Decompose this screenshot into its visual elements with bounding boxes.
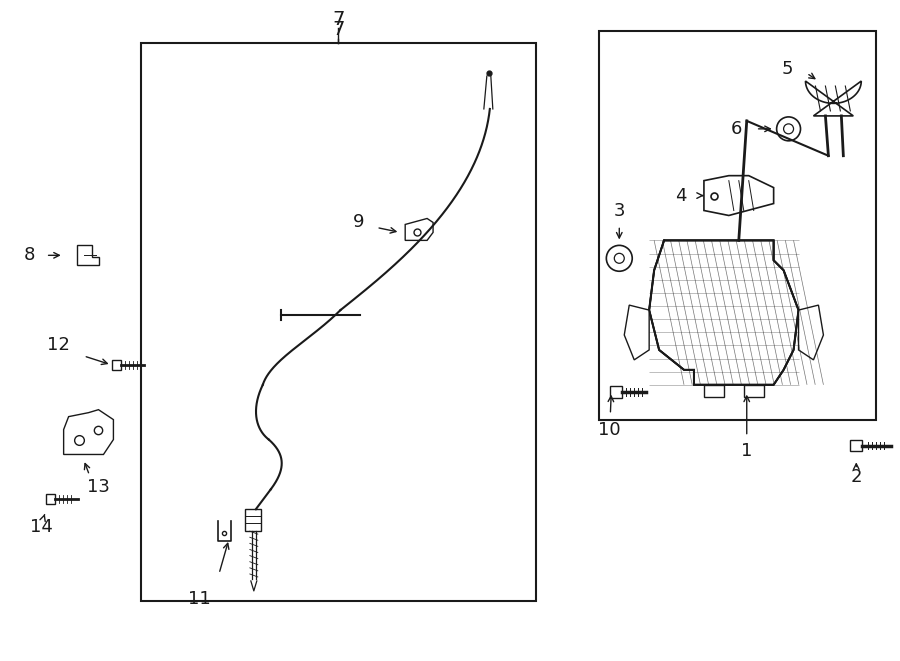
Text: 14: 14: [31, 518, 53, 536]
Text: 8: 8: [24, 247, 35, 264]
Bar: [743, 385, 764, 397]
Bar: [704, 385, 724, 397]
Bar: [141, 43, 536, 601]
Text: 4: 4: [676, 186, 687, 204]
Polygon shape: [405, 219, 433, 241]
Polygon shape: [625, 305, 649, 360]
Polygon shape: [798, 305, 824, 360]
Text: 10: 10: [598, 420, 621, 439]
Text: 2: 2: [850, 469, 862, 486]
Text: 5: 5: [782, 60, 794, 78]
Bar: [610, 386, 622, 398]
Text: 7: 7: [332, 20, 345, 39]
Text: 9: 9: [353, 214, 364, 231]
Polygon shape: [64, 410, 113, 455]
Text: 11: 11: [188, 590, 211, 608]
Text: 12: 12: [47, 336, 69, 354]
Text: 7: 7: [332, 10, 345, 29]
Text: 1: 1: [741, 442, 752, 461]
Polygon shape: [649, 241, 798, 385]
Text: 3: 3: [614, 202, 625, 219]
Polygon shape: [806, 81, 861, 116]
Bar: [850, 440, 862, 451]
Polygon shape: [76, 245, 100, 265]
Text: 6: 6: [731, 120, 742, 138]
Bar: [599, 31, 877, 420]
Polygon shape: [704, 176, 774, 215]
Bar: [112, 360, 122, 370]
Bar: [46, 494, 55, 504]
Text: 13: 13: [87, 479, 110, 496]
Bar: [245, 509, 261, 531]
